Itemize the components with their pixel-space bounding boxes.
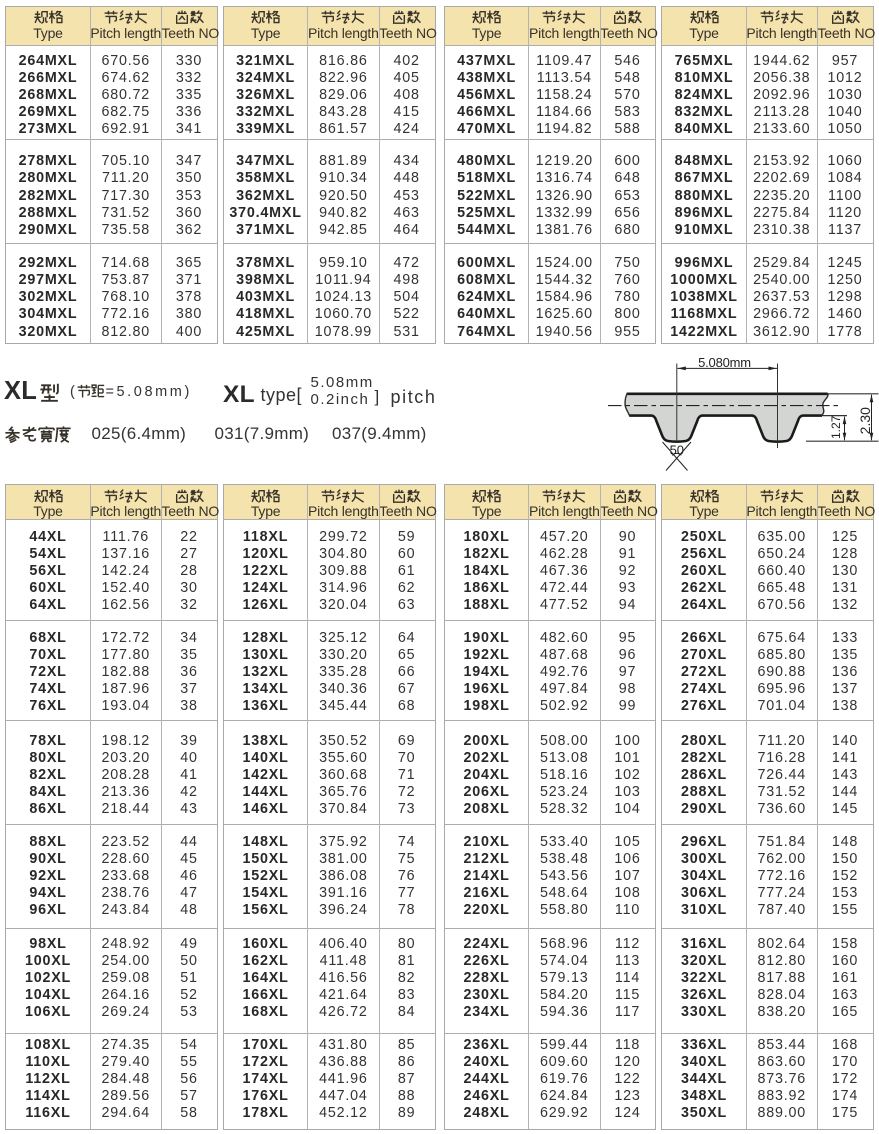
- svg-text:2.30: 2.30: [857, 407, 873, 434]
- svg-text:1.27: 1.27: [829, 415, 843, 439]
- svg-text:5.080mm: 5.080mm: [698, 355, 751, 370]
- svg-text:50: 50: [670, 443, 684, 458]
